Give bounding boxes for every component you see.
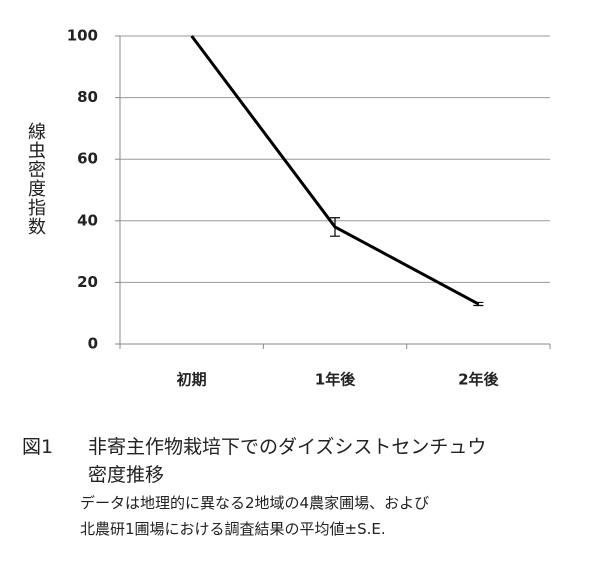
- y-tick-label: 100: [67, 27, 98, 45]
- y-tick-label: 0: [88, 335, 98, 353]
- figure-note: 北農研1圃場における調査結果の平均値±S.E.: [80, 520, 386, 538]
- y-axis-label: 線虫密度指数: [25, 122, 46, 236]
- x-tick-label: 1年後: [315, 371, 356, 389]
- y-tick-label: 20: [77, 273, 98, 291]
- figure-note: データは地理的に異なる2地域の4農家圃場、および: [80, 494, 430, 512]
- figure-label: 図1: [22, 436, 54, 458]
- y-tick-label: 60: [77, 150, 98, 168]
- chart: 0 20 40 60 80 100 初期 1年後 2年後: [67, 27, 551, 389]
- y-tick-label: 40: [77, 211, 98, 229]
- y-tick-label: 80: [77, 88, 98, 106]
- figure-title: 非寄主作物栽培下でのダイズシストセンチュウ: [88, 436, 487, 458]
- line: [190, 35, 480, 306]
- error-bar: [330, 217, 340, 237]
- error-bar: [473, 301, 484, 307]
- figure-title: 密度推移: [88, 464, 165, 486]
- x-tick-label: 初期: [177, 371, 207, 389]
- x-tick-label: 2年後: [458, 371, 499, 389]
